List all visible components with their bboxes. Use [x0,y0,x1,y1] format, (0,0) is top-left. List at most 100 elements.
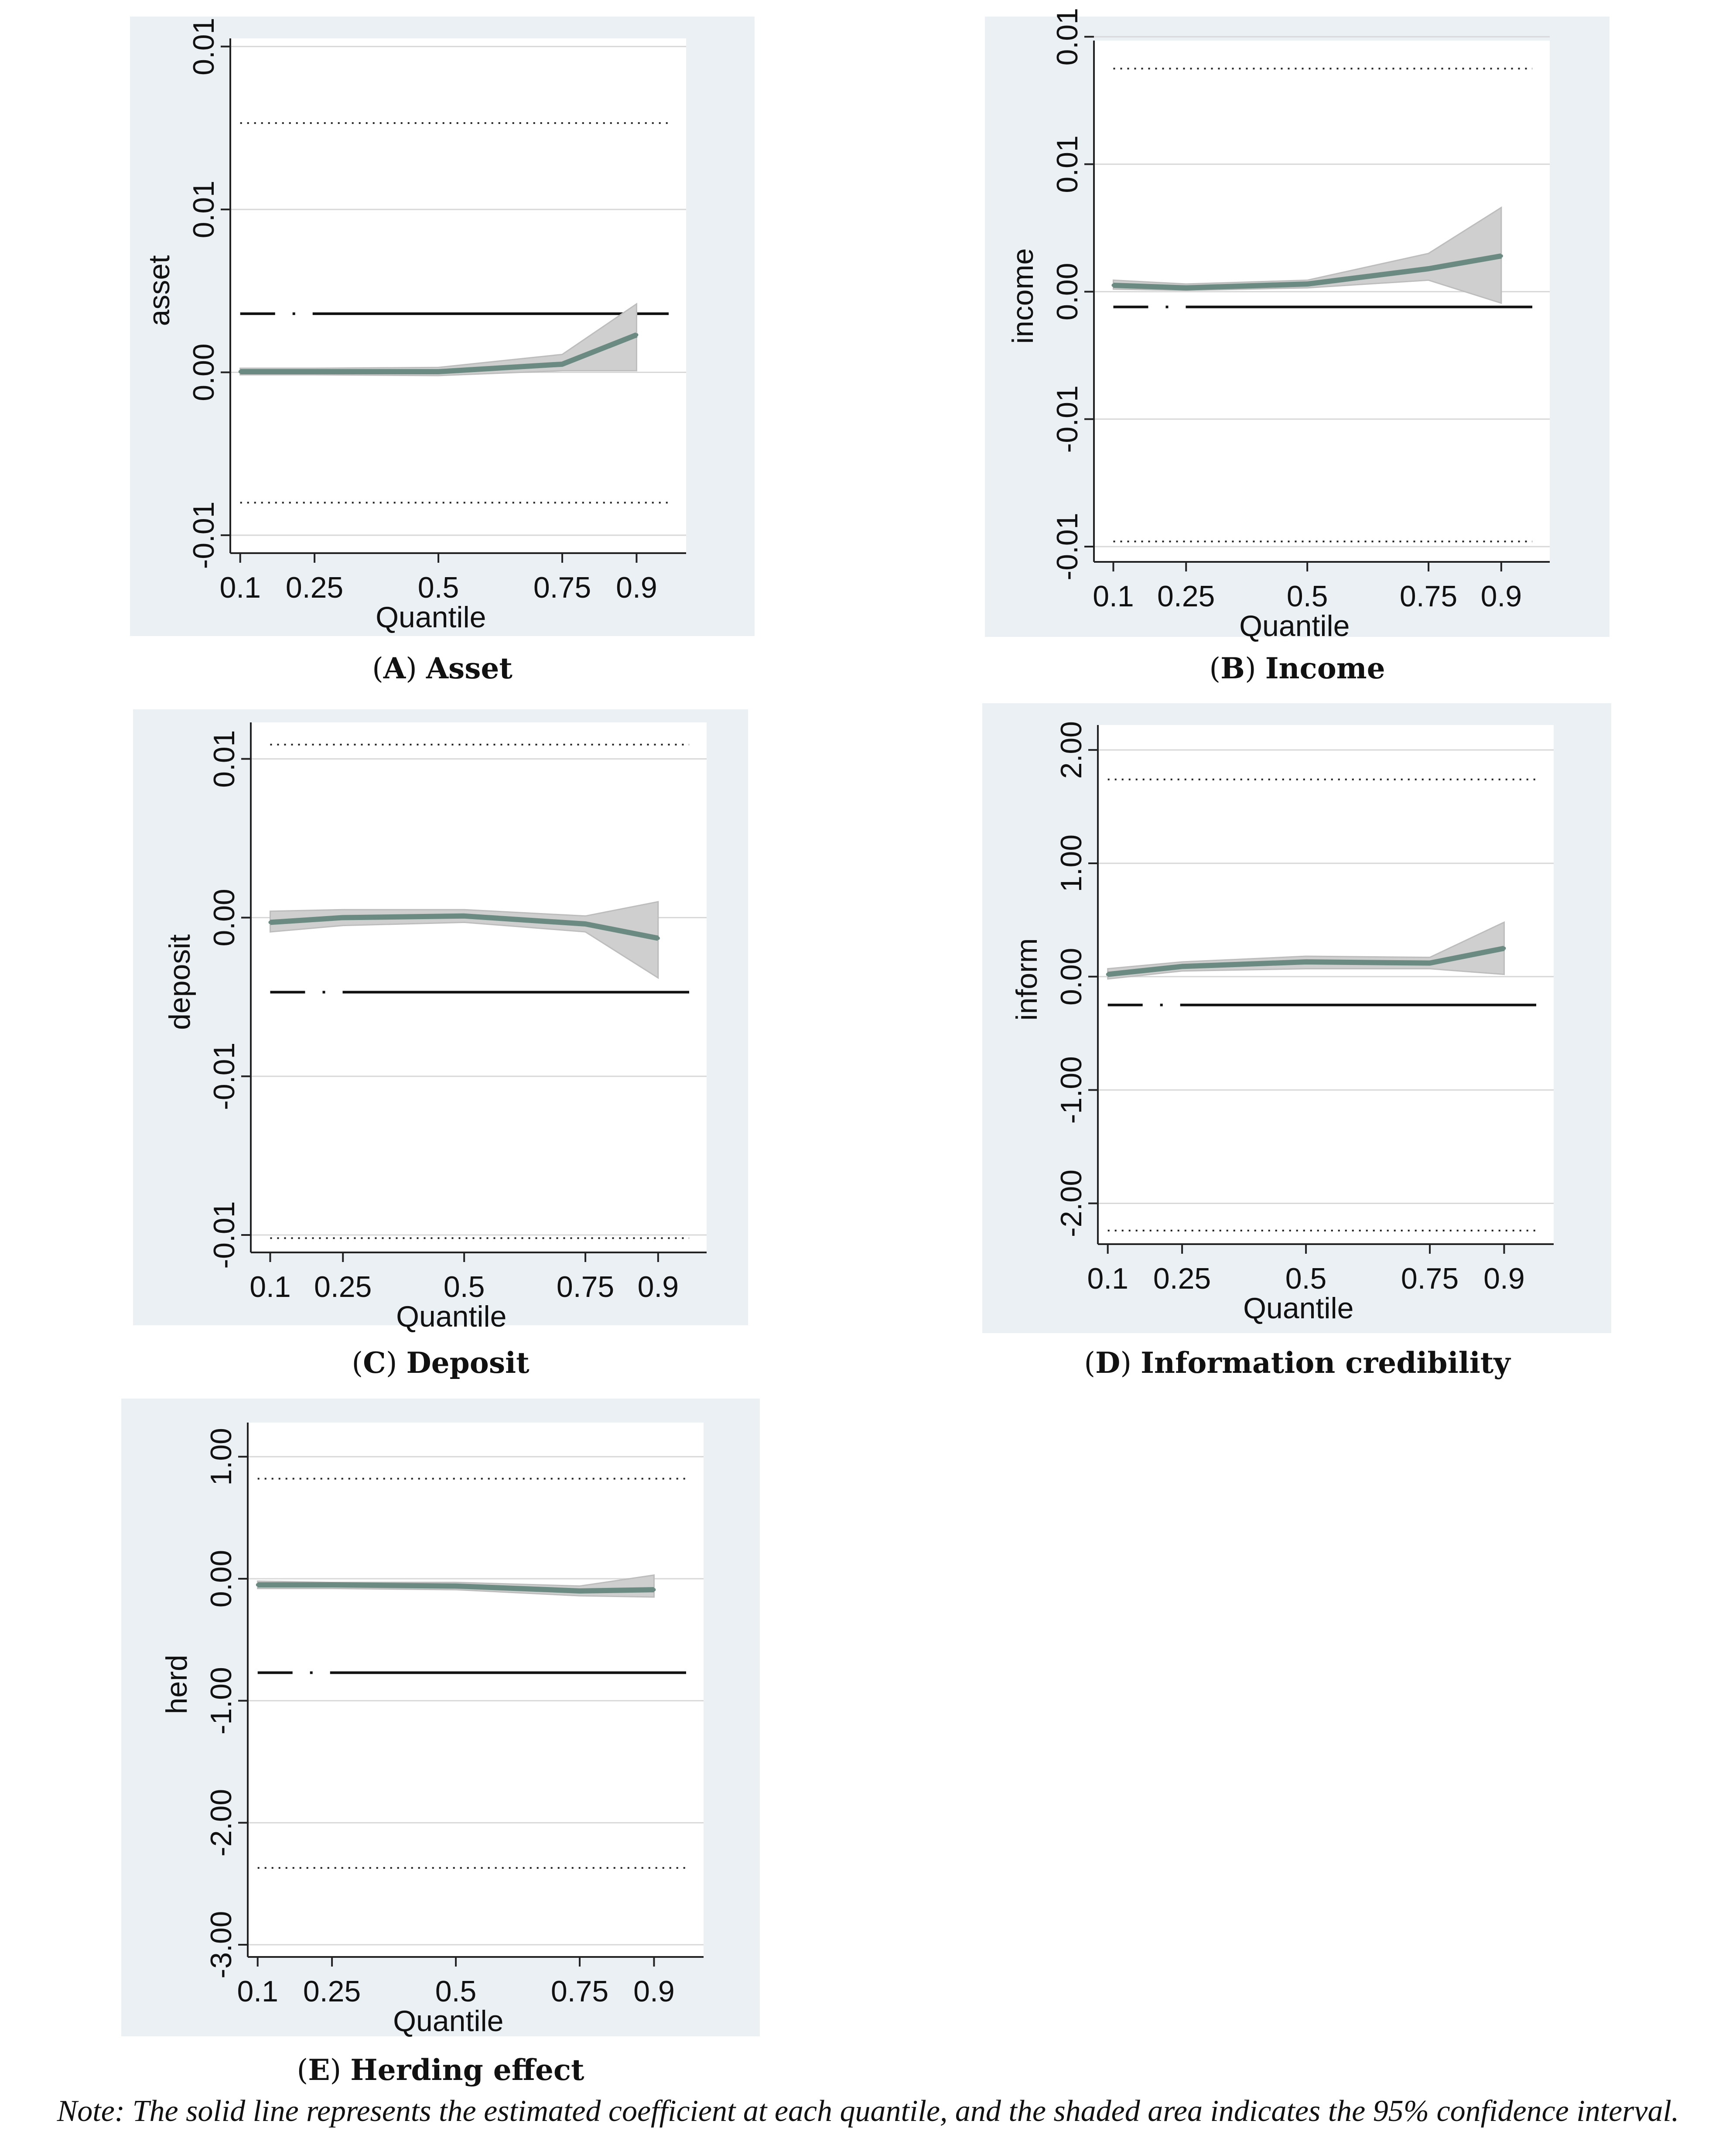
chart-herding-effect: -3.00 -2.00 -1.00 0.00 1.00 0.1 0.25 0.5 0.75 0.9… [160,1423,704,2038]
y-tick-label: 1.00 [1055,835,1088,892]
x-tick-label: 0.5 [1287,580,1328,613]
y-tick-label: -2.00 [1055,1170,1088,1237]
chart-information-credibility: -2.00 -1.00 0.00 1.00 2.00 0.1 0.25 0.5 0.75 0.9 Q… [1010,721,1554,1325]
x-tick-label: 0.75 [551,1975,608,2008]
coefficient-point [330,1583,334,1587]
y-tick-label: -1.00 [205,1667,238,1734]
y-tick-label: -0.01 [208,1043,241,1110]
caption-b-letter: B [1220,651,1245,685]
coefficient-point [1106,972,1110,976]
x-axis-title: Quantile [393,2004,503,2038]
caption-c: (C) Deposit [352,1346,530,1380]
coefficient-point [635,333,639,337]
x-tick-label: 0.75 [1400,580,1457,613]
coefficient-point [313,370,317,374]
coefficient-point [1428,961,1432,965]
coefficient-point [652,1588,656,1592]
caption-e-text: Herding effect [350,2053,584,2087]
coefficient-point [1184,286,1188,290]
confidence-band [1112,206,1502,304]
coefficient-point [1180,965,1184,968]
coefficient-point [1304,960,1308,964]
coefficient-point [462,914,466,918]
caption-e: (E) Herding effect [297,2053,584,2087]
confidence-band [239,302,637,376]
coefficient-point [1499,254,1503,258]
x-tick-label: 0.5 [1285,1262,1327,1295]
caption-b: (B) Income [1209,651,1385,685]
x-tick-label: 0.1 [1087,1262,1128,1295]
chart-asset: -0.01 0.00 0.01 0.01 0.1 0.25 0.5 0.75 0.9 Quanti… [143,17,686,634]
coefficient-point [578,1589,582,1593]
x-axis-title: Quantile [1239,609,1350,643]
y-tick-label: 0.01 [187,181,220,238]
coefficient-point [1427,267,1431,270]
x-tick-label: 0.9 [1481,580,1522,613]
coefficient-point [656,936,660,940]
y-tick-label: 2.00 [1055,721,1088,779]
caption-e-letter: E [308,2053,330,2087]
x-tick-label: 0.25 [286,571,343,604]
x-tick-label: 0.9 [616,571,657,604]
x-axis-title: Quantile [396,1300,506,1333]
y-tick-label: -1.00 [1055,1056,1088,1124]
y-tick-label: 0.00 [1055,948,1088,1006]
y-tick-label: 0.01 [1051,135,1084,193]
y-tick-label: 0.01 [1051,8,1084,65]
x-tick-label: 0.1 [249,1270,291,1303]
caption-a: (A) Asset [372,651,513,685]
plot-area [1094,41,1550,562]
x-tick-label: 0.75 [1401,1262,1459,1295]
x-tick-label: 0.5 [435,1975,477,2008]
coefficient-point [268,920,272,924]
y-tick-label: 1.00 [205,1428,238,1485]
x-axis-title: Quantile [1243,1292,1353,1325]
y-axis-title: asset [143,255,176,326]
x-tick-label: 0.75 [557,1270,614,1303]
x-tick-label: 0.9 [633,1975,675,2008]
plot-area [230,38,686,553]
y-axis-title: income [1006,248,1039,344]
x-tick-label: 0.25 [1157,580,1215,613]
plot-area [248,1423,704,1957]
y-axis-title: herd [160,1655,193,1714]
coefficient-point [454,1584,458,1588]
chart-income: -0.01 -0.01 0.00 0.01 0.01 0.1 0.25 0.5 0.75 0.9 Q… [1006,8,1550,643]
y-axis-title: deposit [163,934,196,1030]
coefficient-point [584,922,588,926]
x-tick-label: 0.9 [638,1270,679,1303]
caption-d-text: Information credibility [1141,1346,1510,1380]
coefficient-point [1502,946,1506,950]
x-tick-label: 0.25 [1153,1262,1211,1295]
y-tick-label: -0.01 [187,501,220,569]
x-tick-label: 0.1 [237,1975,278,2008]
x-tick-label: 0.1 [1093,580,1134,613]
x-tick-label: 0.9 [1483,1262,1525,1295]
coefficient-point [437,370,441,374]
caption-a-text: Asset [426,651,513,685]
caption-d-letter: D [1095,1346,1121,1380]
y-tick-label: 0.00 [205,1550,238,1608]
chart-deposit: -0.01 -0.01 0.00 0.01 0.1 0.25 0.5 0.75 0.9 Quant… [163,722,707,1333]
coefficient-point [1111,283,1115,287]
coefficient-point [341,916,345,920]
coefficient-point [238,370,242,374]
y-tick-label: -2.00 [205,1789,238,1857]
plot-area [251,722,707,1252]
caption-b-text: Income [1265,651,1385,685]
coefficient-point [256,1583,260,1587]
caption-c-letter: C [363,1346,386,1380]
y-axis-title: inform [1010,938,1043,1021]
coefficient-point [1305,282,1309,286]
y-tick-label: 0.01 [208,730,241,787]
y-tick-label: 0.00 [1051,263,1084,320]
y-tick-label: 0.00 [208,889,241,946]
caption-a-letter: A [383,651,406,685]
coefficient-point [560,362,564,366]
x-tick-label: 0.1 [219,571,261,604]
x-axis-title: Quantile [376,601,486,634]
y-tick-label: -0.01 [208,1201,241,1269]
caption-d: (D) Information credibility [1084,1346,1510,1380]
y-tick-label: 0.01 [187,17,220,75]
y-tick-label: -0.01 [1051,385,1084,453]
